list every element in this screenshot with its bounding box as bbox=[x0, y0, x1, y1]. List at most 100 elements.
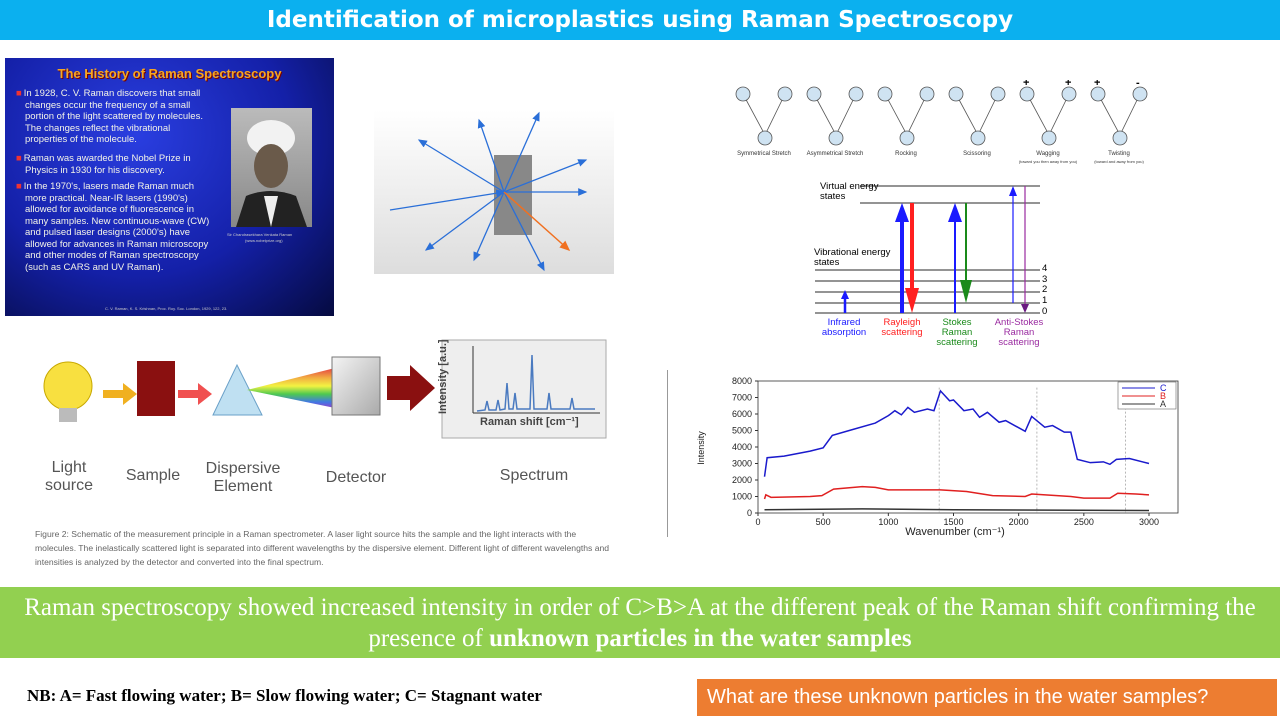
atom bbox=[757, 130, 773, 146]
energy-label-infrared: Infrared absorption bbox=[821, 317, 867, 338]
conclusion-text: Raman spectroscopy showed increased inte… bbox=[24, 594, 1256, 652]
sample-block bbox=[137, 361, 175, 416]
y-tick-label: 5000 bbox=[732, 426, 752, 436]
bond bbox=[884, 93, 908, 136]
level-number: 1 bbox=[1042, 295, 1048, 307]
y-tick-label: 6000 bbox=[732, 409, 752, 419]
sign-plus: + bbox=[1023, 80, 1029, 89]
bond bbox=[1026, 93, 1050, 136]
energy-label-rayleigh: Rayleigh scattering bbox=[881, 317, 923, 338]
x-tick-label: 1000 bbox=[878, 517, 898, 527]
energy-level-diagram bbox=[815, 185, 1040, 314]
question-box: What are these unknown particles in the … bbox=[697, 679, 1277, 716]
vibration-modes-diagram: + + + - bbox=[735, 80, 1148, 146]
y-tick-label: 0 bbox=[747, 508, 752, 518]
detector-box bbox=[331, 356, 381, 416]
legend-label-B: B bbox=[1160, 391, 1166, 401]
raman-portrait bbox=[231, 108, 312, 227]
y-tick-label: 8000 bbox=[732, 376, 752, 386]
spectrometer-schematic bbox=[43, 339, 607, 439]
atom bbox=[1132, 86, 1148, 102]
energy-label-stokes: Stokes Raman scattering bbox=[936, 317, 978, 348]
y-tick-label: 2000 bbox=[732, 475, 752, 485]
label-detector: Detector bbox=[325, 469, 387, 486]
atom bbox=[990, 86, 1006, 102]
y-tick-label: 4000 bbox=[732, 442, 752, 452]
atom bbox=[1061, 86, 1077, 102]
history-bullet: ■ In the 1970's, lasers made Raman much m… bbox=[16, 181, 210, 273]
figure-caption: Figure 2: Schematic of the measurement p… bbox=[35, 529, 610, 567]
x-tick-label: 500 bbox=[816, 517, 831, 527]
history-bullet: ■ Raman was awarded the Nobel Prize in Ph… bbox=[16, 153, 191, 176]
photo-caption: Sir Chandrasekhara Venkata Raman bbox=[227, 232, 293, 237]
label-dispersive-element: Dispersive Element bbox=[205, 460, 281, 495]
bond bbox=[906, 93, 928, 136]
conclusion-banner: Raman spectroscopy showed increased inte… bbox=[0, 587, 1280, 658]
atom bbox=[1112, 130, 1128, 146]
scattering-diagram bbox=[374, 110, 614, 274]
conclusion-emphasis: unknown particles in the water samples bbox=[489, 625, 912, 652]
legend-label-A: A bbox=[1160, 399, 1166, 409]
light-bulb-icon bbox=[43, 361, 93, 422]
spectrum-x-axis-label: Raman shift [cm⁻¹] bbox=[480, 416, 579, 428]
vibrational-states-label: Vibrational energy states bbox=[814, 247, 891, 268]
bond bbox=[1119, 93, 1141, 136]
label-light-source: Light source bbox=[44, 459, 94, 494]
level-number: 0 bbox=[1042, 305, 1048, 317]
atom bbox=[735, 86, 751, 102]
label-sample: Sample bbox=[125, 467, 181, 484]
slide-title: Identification of microplastics using Ra… bbox=[0, 0, 1280, 40]
level-number: 3 bbox=[1042, 273, 1048, 285]
atom bbox=[948, 86, 964, 102]
x-tick-label: 2500 bbox=[1074, 517, 1094, 527]
x-tick-label: 0 bbox=[755, 517, 760, 527]
virtual-states-label: Virtual energy states bbox=[820, 181, 879, 202]
atom bbox=[828, 130, 844, 146]
history-bullet: ■ In 1928, C. V. Raman discovers that sma… bbox=[16, 88, 203, 145]
sign-minus: - bbox=[1136, 80, 1140, 89]
history-image: The History of Raman Spectroscopy ■ In 19… bbox=[5, 58, 334, 316]
label-spectrum: Spectrum bbox=[499, 467, 569, 484]
y-tick-label: 1000 bbox=[732, 492, 752, 502]
vibration-mode-label: Twisting (toward and away from you) bbox=[1094, 151, 1144, 164]
vibration-mode-label: Symmetrical Stretch bbox=[737, 151, 791, 157]
spectrum-y-axis-label: Intensity [a.u.] bbox=[437, 339, 449, 414]
vibration-mode-label: Asymmetrical Stretch bbox=[806, 151, 864, 157]
vibration-mode-label: Scissoring bbox=[963, 151, 991, 157]
legend-label-C: C bbox=[1160, 383, 1167, 393]
atom bbox=[848, 86, 864, 102]
bond bbox=[977, 93, 999, 136]
bond bbox=[955, 93, 979, 136]
raman-spectrum-chart: 0 1000 2000 3000 4000 5000 6000 7000 8000 0 500 100… bbox=[696, 376, 1179, 538]
level-number: 4 bbox=[1042, 263, 1048, 274]
bond bbox=[835, 93, 857, 136]
x-tick-label: 2000 bbox=[1009, 517, 1029, 527]
atom bbox=[806, 86, 822, 102]
sample-legend-note: NB: A= Fast flowing water; B= Slow flowi… bbox=[27, 686, 542, 705]
x-tick-label: 3000 bbox=[1139, 517, 1159, 527]
atom bbox=[877, 86, 893, 102]
photo-source: (www.nobelprize.org) bbox=[245, 238, 283, 243]
atom bbox=[1019, 86, 1035, 102]
y-axis-label: Intensity bbox=[696, 431, 706, 465]
atom bbox=[1090, 86, 1106, 102]
series-line-A bbox=[764, 508, 1150, 512]
y-tick-label: 3000 bbox=[732, 459, 752, 469]
bond bbox=[1097, 93, 1121, 136]
level-number: 2 bbox=[1042, 284, 1048, 296]
atom bbox=[777, 86, 793, 102]
series-line-B bbox=[763, 485, 1150, 500]
bond bbox=[764, 93, 786, 136]
y-tick-label: 7000 bbox=[732, 393, 752, 403]
plot-frame bbox=[757, 380, 1179, 514]
sign-plus: + bbox=[1065, 80, 1071, 89]
sign-plus: + bbox=[1094, 80, 1100, 89]
bond bbox=[1048, 93, 1070, 136]
vibration-mode-label: Wagging (toward you then away from you) bbox=[1018, 151, 1078, 164]
x-axis-label: Wavenumber (cm⁻¹) bbox=[905, 526, 1005, 538]
history-heading: The History of Raman Spectroscopy bbox=[57, 66, 282, 81]
atom bbox=[899, 130, 915, 146]
series-line-C bbox=[763, 389, 1150, 477]
bond bbox=[813, 93, 837, 136]
divider bbox=[667, 370, 668, 537]
